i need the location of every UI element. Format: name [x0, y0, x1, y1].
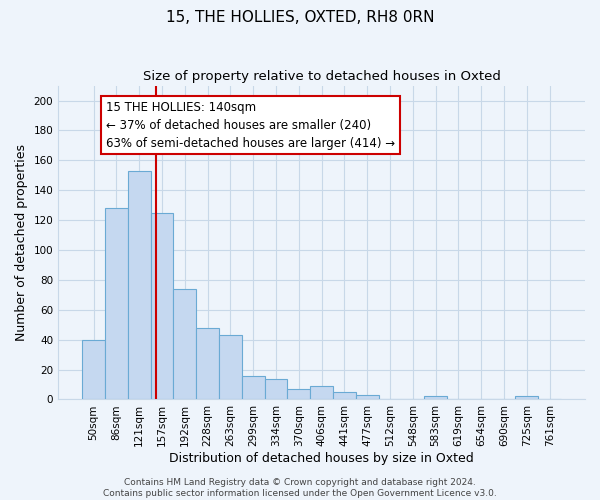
Bar: [515, 396, 538, 400]
Text: 15 THE HOLLIES: 140sqm
← 37% of detached houses are smaller (240)
63% of semi-de: 15 THE HOLLIES: 140sqm ← 37% of detached…: [106, 100, 395, 150]
Bar: [196, 328, 219, 400]
Bar: [219, 335, 242, 400]
Bar: [310, 386, 333, 400]
Bar: [151, 212, 173, 400]
Bar: [333, 392, 356, 400]
Title: Size of property relative to detached houses in Oxted: Size of property relative to detached ho…: [143, 70, 500, 83]
Bar: [173, 289, 196, 400]
Bar: [242, 376, 265, 400]
Y-axis label: Number of detached properties: Number of detached properties: [15, 144, 28, 341]
Bar: [424, 396, 447, 400]
Text: Contains HM Land Registry data © Crown copyright and database right 2024.
Contai: Contains HM Land Registry data © Crown c…: [103, 478, 497, 498]
X-axis label: Distribution of detached houses by size in Oxted: Distribution of detached houses by size …: [169, 452, 474, 465]
Bar: [356, 395, 379, 400]
Bar: [265, 378, 287, 400]
Bar: [287, 389, 310, 400]
Text: 15, THE HOLLIES, OXTED, RH8 0RN: 15, THE HOLLIES, OXTED, RH8 0RN: [166, 10, 434, 25]
Bar: [128, 171, 151, 400]
Bar: [105, 208, 128, 400]
Bar: [82, 340, 105, 400]
